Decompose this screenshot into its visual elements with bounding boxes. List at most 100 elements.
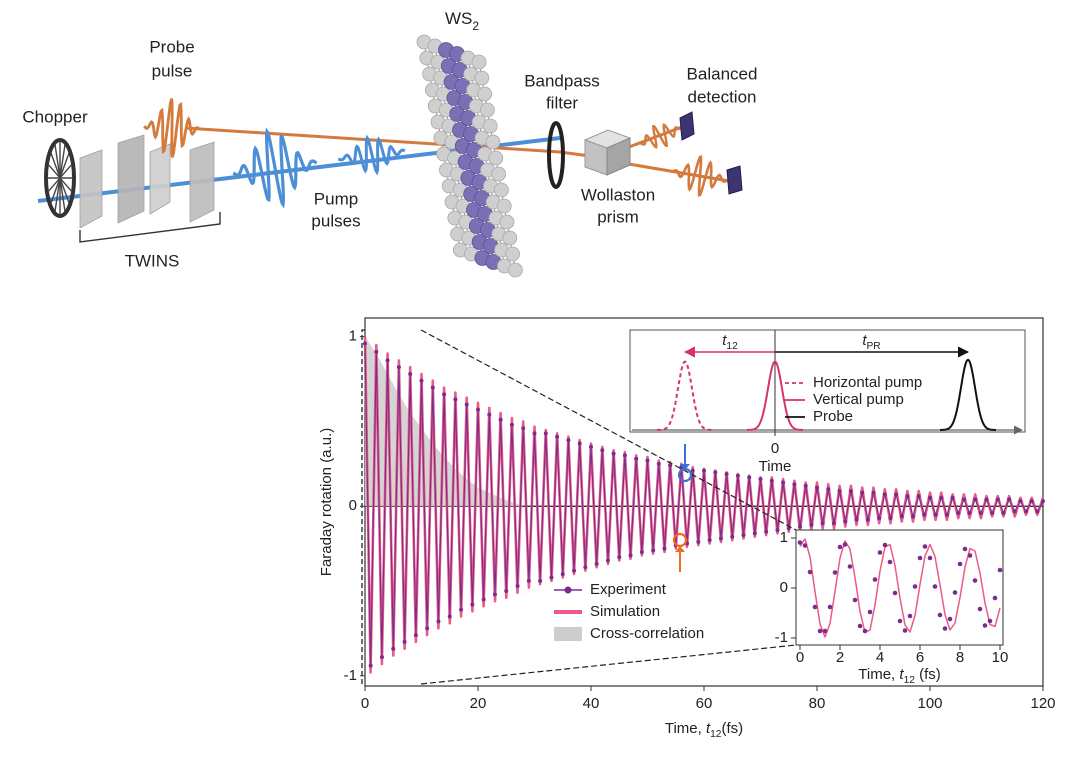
pulse	[657, 360, 713, 431]
marker	[521, 426, 526, 431]
legend-label: Vertical pump	[813, 391, 904, 408]
marker	[396, 365, 401, 370]
marker	[459, 607, 464, 612]
marker	[1012, 509, 1017, 514]
chopper-spoke	[47, 163, 73, 193]
marker	[961, 497, 966, 502]
marker	[912, 584, 918, 589]
marker	[453, 397, 458, 402]
marker	[990, 511, 995, 516]
delay-label: tPR	[862, 332, 880, 352]
legend-swatch	[564, 586, 572, 594]
lattice-atom	[491, 166, 507, 182]
marker	[917, 555, 923, 561]
marker	[987, 618, 993, 624]
marker	[882, 492, 887, 497]
marker	[843, 519, 848, 524]
marker	[922, 512, 927, 517]
diagram-label: filter	[546, 93, 578, 112]
x-tick-label: 6	[916, 649, 924, 666]
marker	[826, 487, 831, 492]
lattice-atom	[482, 118, 498, 134]
lattice-atom	[502, 230, 518, 246]
x-tick-label: 120	[1030, 695, 1055, 712]
marker	[589, 444, 593, 449]
marker	[802, 543, 808, 548]
marker	[972, 578, 978, 583]
marker	[1035, 509, 1040, 514]
marker	[447, 614, 452, 619]
x-axis-label: Time, t12(fs)	[665, 720, 743, 740]
marker	[391, 646, 396, 651]
inset-frame	[629, 329, 1026, 433]
legend-label: Probe	[813, 408, 853, 425]
label-part: t	[706, 720, 711, 737]
marker	[817, 628, 823, 634]
marker	[769, 478, 774, 483]
marker	[911, 514, 916, 519]
lattice-atom	[488, 150, 504, 166]
marker	[526, 578, 531, 583]
marker	[872, 577, 878, 582]
diagram-label: Chopper	[22, 107, 88, 126]
marker	[939, 495, 944, 500]
marker	[815, 485, 819, 490]
x-tick-label: 2	[836, 649, 844, 666]
marker	[882, 542, 888, 548]
y-tick-label: 0	[780, 579, 788, 596]
marker	[1029, 499, 1034, 504]
marker	[741, 533, 746, 538]
marker	[668, 463, 673, 468]
marker	[947, 616, 953, 622]
wave-packet	[337, 134, 406, 176]
marker	[363, 341, 367, 346]
marker	[696, 539, 701, 544]
x-axis-label: Time, t12 (fs)	[858, 666, 940, 686]
twins-wedge	[79, 149, 103, 229]
marker	[950, 495, 955, 500]
marker	[385, 358, 390, 363]
marker	[842, 542, 848, 547]
twins-wedge	[149, 143, 171, 215]
marker	[997, 567, 1003, 573]
marker	[555, 434, 560, 439]
x-tick-label: 100	[917, 695, 942, 712]
line	[799, 538, 1001, 638]
marker	[982, 623, 988, 628]
marker	[962, 546, 968, 552]
diagram-label: Balanced	[687, 64, 758, 83]
marker	[860, 490, 865, 495]
twins-wedge	[189, 141, 215, 223]
marker	[442, 392, 447, 397]
marker	[867, 609, 873, 615]
marker	[820, 521, 825, 526]
marker	[583, 565, 588, 570]
marker	[498, 417, 503, 422]
marker	[907, 613, 913, 619]
marker	[797, 540, 803, 545]
label-part: t	[862, 332, 867, 349]
marker	[809, 522, 814, 527]
marker	[1001, 511, 1006, 516]
marker	[566, 438, 571, 443]
marker	[992, 595, 998, 601]
x-tick-label: 20	[470, 695, 487, 712]
marker	[651, 548, 656, 553]
diagram-label: pulse	[152, 61, 193, 80]
diagram-label: detection	[688, 87, 757, 106]
marker	[978, 511, 983, 516]
marker	[871, 490, 876, 495]
marker	[476, 407, 480, 412]
marker	[549, 575, 554, 580]
marker	[515, 583, 520, 588]
marker	[967, 511, 972, 516]
marker	[977, 606, 983, 612]
y-axis-label: Faraday rotation (a.u.)	[318, 428, 335, 576]
marker	[837, 544, 843, 550]
label-part: WS	[445, 9, 472, 28]
marker	[932, 584, 938, 589]
marker	[611, 451, 616, 456]
marker	[798, 524, 803, 529]
x-tick-label: 80	[809, 695, 826, 712]
